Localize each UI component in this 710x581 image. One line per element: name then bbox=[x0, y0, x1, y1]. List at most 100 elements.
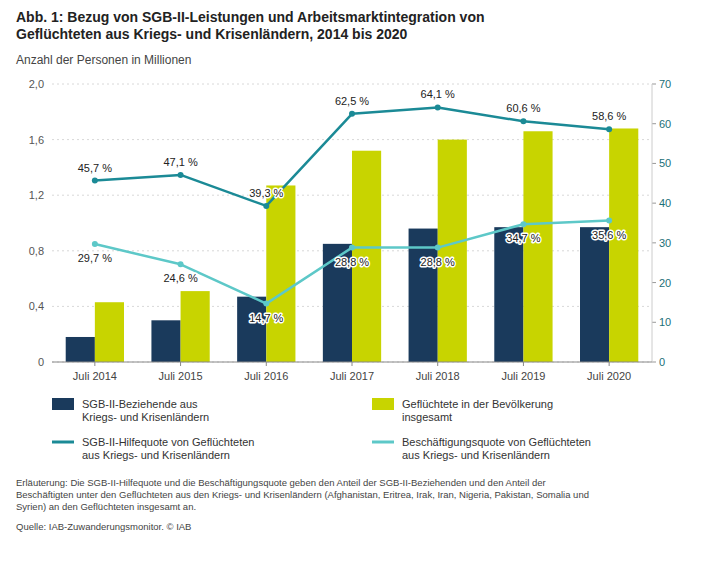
annotation: Quelle: IAB-Zuwanderungsmonitor. © IAB bbox=[16, 521, 191, 532]
x-tick bbox=[437, 362, 438, 366]
y2-tick bbox=[652, 163, 656, 164]
line-point bbox=[92, 178, 98, 184]
x-tick-label: Juli 2016 bbox=[244, 370, 288, 382]
legend-swatch bbox=[52, 441, 74, 444]
data-label: 28,8 % bbox=[335, 256, 369, 268]
line-point bbox=[178, 261, 184, 267]
legend: SGB-II-Beziehende ausKriegs- und Krisenl… bbox=[52, 398, 591, 461]
bar bbox=[95, 302, 124, 362]
bar bbox=[438, 140, 467, 362]
y2-tick bbox=[652, 123, 656, 124]
x-tick bbox=[609, 362, 610, 366]
y-tick-label: 0 bbox=[38, 356, 44, 368]
y-tick-label: 1,2 bbox=[29, 189, 44, 201]
y2-tick-label: 20 bbox=[659, 277, 671, 289]
legend-swatch bbox=[372, 441, 394, 444]
legend-entry: SGB-II-Hilfequote von Geflüchtetenaus Kr… bbox=[82, 436, 254, 461]
legend-entry-line: aus Kriegs- und Krisenländern bbox=[402, 449, 550, 461]
bar bbox=[609, 128, 638, 362]
x-tick bbox=[94, 362, 95, 366]
legend-entry: SGB-II-Beziehende ausKriegs- und Krisenl… bbox=[82, 398, 209, 423]
bar bbox=[66, 337, 95, 362]
y2-tick bbox=[652, 242, 656, 243]
title: Abb. 1: Bezug von SGB-II-Leistungen und … bbox=[16, 9, 485, 42]
y-tick-label: 0,4 bbox=[29, 300, 44, 312]
data-label: 34,7 % bbox=[506, 232, 540, 244]
data-label: 39,3 % bbox=[249, 187, 283, 199]
y2-tick-label: 50 bbox=[659, 157, 671, 169]
y2-tick bbox=[652, 362, 656, 363]
line-point bbox=[606, 126, 612, 132]
chart: Abb. 1: Bezug von SGB-II-Leistungen und … bbox=[0, 0, 710, 581]
annotation: Erläuterung: Die SGB-II-Hilfequote und d… bbox=[16, 477, 589, 512]
y2-tick bbox=[652, 322, 656, 323]
data-label: 29,7 % bbox=[78, 252, 112, 264]
data-label: 14,7 % bbox=[249, 312, 283, 324]
legend-entry-line: Kriegs- und Krisenländern bbox=[82, 411, 209, 423]
x-tick-label: Juli 2019 bbox=[501, 370, 545, 382]
bar bbox=[523, 131, 552, 362]
plot-marks bbox=[66, 104, 639, 362]
line-point bbox=[349, 245, 355, 251]
line bbox=[95, 107, 609, 205]
line-point bbox=[435, 245, 441, 251]
data-label: 35,6 % bbox=[592, 229, 626, 241]
annotation-line: Beschäftigten unter den Geflüchteten aus… bbox=[16, 489, 589, 500]
legend-swatch bbox=[52, 398, 74, 410]
line bbox=[95, 221, 609, 304]
title-line: Geflüchteten aus Kriegs- und Krisenlände… bbox=[16, 26, 408, 42]
annotation-line: Erläuterung: Die SGB-II-Hilfequote und d… bbox=[16, 477, 546, 488]
legend-entry-line: insgesamt bbox=[402, 411, 452, 423]
annotation-line: Syrien) an den Geflüchteten insgesamt an… bbox=[16, 501, 196, 512]
y2-tick bbox=[652, 282, 656, 283]
y-axis-label: Anzahl der Personen in Millionen bbox=[16, 53, 191, 67]
data-label: 62,5 % bbox=[335, 95, 369, 107]
data-label: 45,7 % bbox=[78, 162, 112, 174]
data-label: 58,6 % bbox=[592, 110, 626, 122]
line-point bbox=[520, 221, 526, 227]
line-point bbox=[349, 111, 355, 117]
line-point bbox=[263, 301, 269, 307]
x-tick bbox=[523, 362, 524, 366]
data-label: 47,1 % bbox=[163, 156, 197, 168]
x-tick bbox=[180, 362, 181, 366]
bar bbox=[151, 320, 180, 362]
x-tick-label: Juli 2014 bbox=[73, 370, 117, 382]
bar bbox=[580, 227, 609, 362]
y2-tick-label: 40 bbox=[659, 197, 671, 209]
legend-entry-line: Beschäftigungsquote von Geflüchteten bbox=[402, 436, 591, 448]
y2-tick-label: 70 bbox=[659, 78, 671, 90]
bar-series bbox=[95, 128, 638, 362]
y2-tick-label: 60 bbox=[659, 118, 671, 130]
grid-line bbox=[52, 84, 652, 85]
bar bbox=[266, 185, 295, 362]
data-label: 60,6 % bbox=[506, 102, 540, 114]
grid-line bbox=[52, 139, 652, 140]
x-tick-label: Juli 2020 bbox=[587, 370, 631, 382]
data-label: 28,8 % bbox=[421, 256, 455, 268]
y-tick-label: 1,6 bbox=[29, 134, 44, 146]
line-point bbox=[606, 218, 612, 224]
y2-axis-line bbox=[652, 84, 653, 362]
x-tick bbox=[352, 362, 353, 366]
legend-entry-line: SGB-II-Beziehende aus bbox=[82, 398, 198, 410]
x-tick bbox=[266, 362, 267, 366]
y-tick-label: 2,0 bbox=[29, 78, 44, 90]
data-labels: 45,7 % 47,1 % 39,3 % 62,5 % 64,1 % 60,6 % 58,6… bbox=[78, 88, 627, 323]
y2-tick bbox=[652, 203, 656, 204]
y2-tick-label: 30 bbox=[659, 237, 671, 249]
legend-entry-line: SGB-II-Hilfequote von Geflüchteten bbox=[82, 436, 254, 448]
legend-entry: Beschäftigungsquote von Geflüchtetenaus … bbox=[402, 436, 591, 461]
legend-entry-line: Geflüchtete in der Bevölkerung bbox=[402, 398, 553, 410]
x-tick-label: Juli 2017 bbox=[330, 370, 374, 382]
y2-tick-label: 10 bbox=[659, 316, 671, 328]
bar bbox=[237, 297, 266, 362]
title-line: Abb. 1: Bezug von SGB-II-Leistungen und … bbox=[16, 9, 485, 25]
bar bbox=[494, 227, 523, 362]
x-tick-label: Juli 2015 bbox=[159, 370, 203, 382]
data-label: 64,1 % bbox=[421, 88, 455, 100]
legend-swatch bbox=[372, 398, 394, 410]
legend-entry: Geflüchtete in der Bevölkerunginsgesamt bbox=[402, 398, 553, 423]
annotation-line: Quelle: IAB-Zuwanderungsmonitor. © IAB bbox=[16, 521, 191, 532]
data-label: 24,6 % bbox=[163, 272, 197, 284]
